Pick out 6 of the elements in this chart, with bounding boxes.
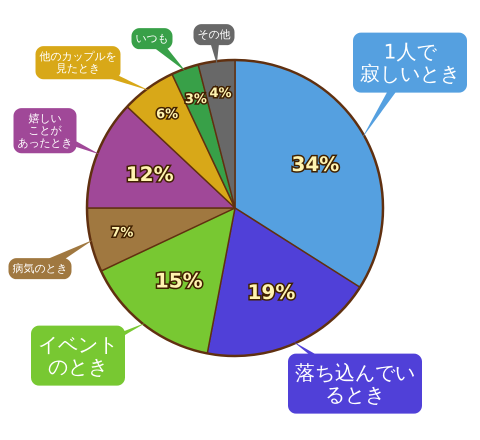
slice-label: 1人で寂しいとき xyxy=(360,40,460,86)
slice-label: その他 xyxy=(198,28,230,42)
slice-label: 落ち込んでいるとき xyxy=(295,360,415,407)
slice-label: いつも xyxy=(136,32,168,46)
slice-label: イベントのとき xyxy=(38,332,118,379)
slice-label: 病気のとき xyxy=(12,262,68,276)
